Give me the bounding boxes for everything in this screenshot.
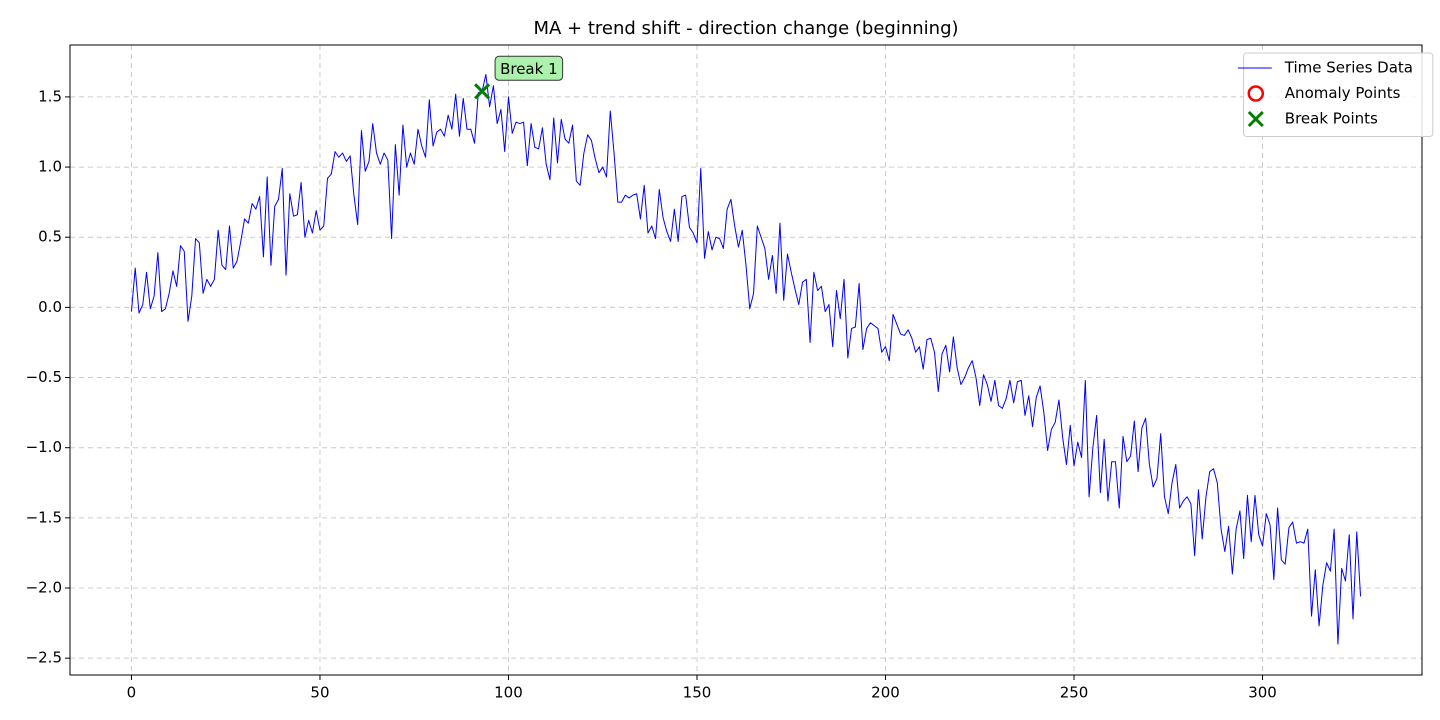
data-line bbox=[130, 73, 1362, 645]
y-tick-label: 1.0 bbox=[38, 158, 62, 176]
legend-box bbox=[1243, 52, 1434, 137]
y-tick-label: −2.5 bbox=[26, 649, 62, 667]
x-tick-label: 200 bbox=[871, 684, 900, 702]
y-tick-label: −2.0 bbox=[26, 579, 62, 597]
y-tick-label: −1.5 bbox=[26, 508, 62, 526]
legend-label: Anomaly Points bbox=[1285, 84, 1401, 102]
legend-label: Time Series Data bbox=[1284, 59, 1413, 77]
x-tick-label: 0 bbox=[127, 684, 137, 702]
x-tick-label: 100 bbox=[494, 684, 523, 702]
y-tick-label: −1.0 bbox=[26, 438, 62, 456]
x-tick-label: 250 bbox=[1060, 684, 1089, 702]
break-point bbox=[474, 83, 491, 100]
annotation-box bbox=[494, 55, 564, 81]
y-tick-label: 1.5 bbox=[38, 87, 62, 105]
legend-marker bbox=[1247, 110, 1264, 128]
chart-title: MA + trend shift - direction change (beg… bbox=[533, 18, 958, 39]
annotation: Break 1 bbox=[494, 55, 564, 81]
y-tick-label: −0.5 bbox=[26, 368, 62, 386]
annotation-label: Break 1 bbox=[500, 60, 558, 78]
y-tick-label: 0.5 bbox=[38, 228, 62, 246]
x-tick-label: 300 bbox=[1248, 684, 1277, 702]
legend-marker bbox=[1247, 85, 1265, 102]
legend: Time Series Data Anomaly Points Break Poin… bbox=[1237, 52, 1434, 137]
plot-frame bbox=[69, 44, 1423, 676]
y-tick-label: 0.0 bbox=[38, 298, 62, 316]
legend-label: Break Points bbox=[1285, 110, 1378, 128]
x-tick-label: 150 bbox=[683, 684, 712, 702]
x-tick-label: 50 bbox=[310, 684, 329, 702]
